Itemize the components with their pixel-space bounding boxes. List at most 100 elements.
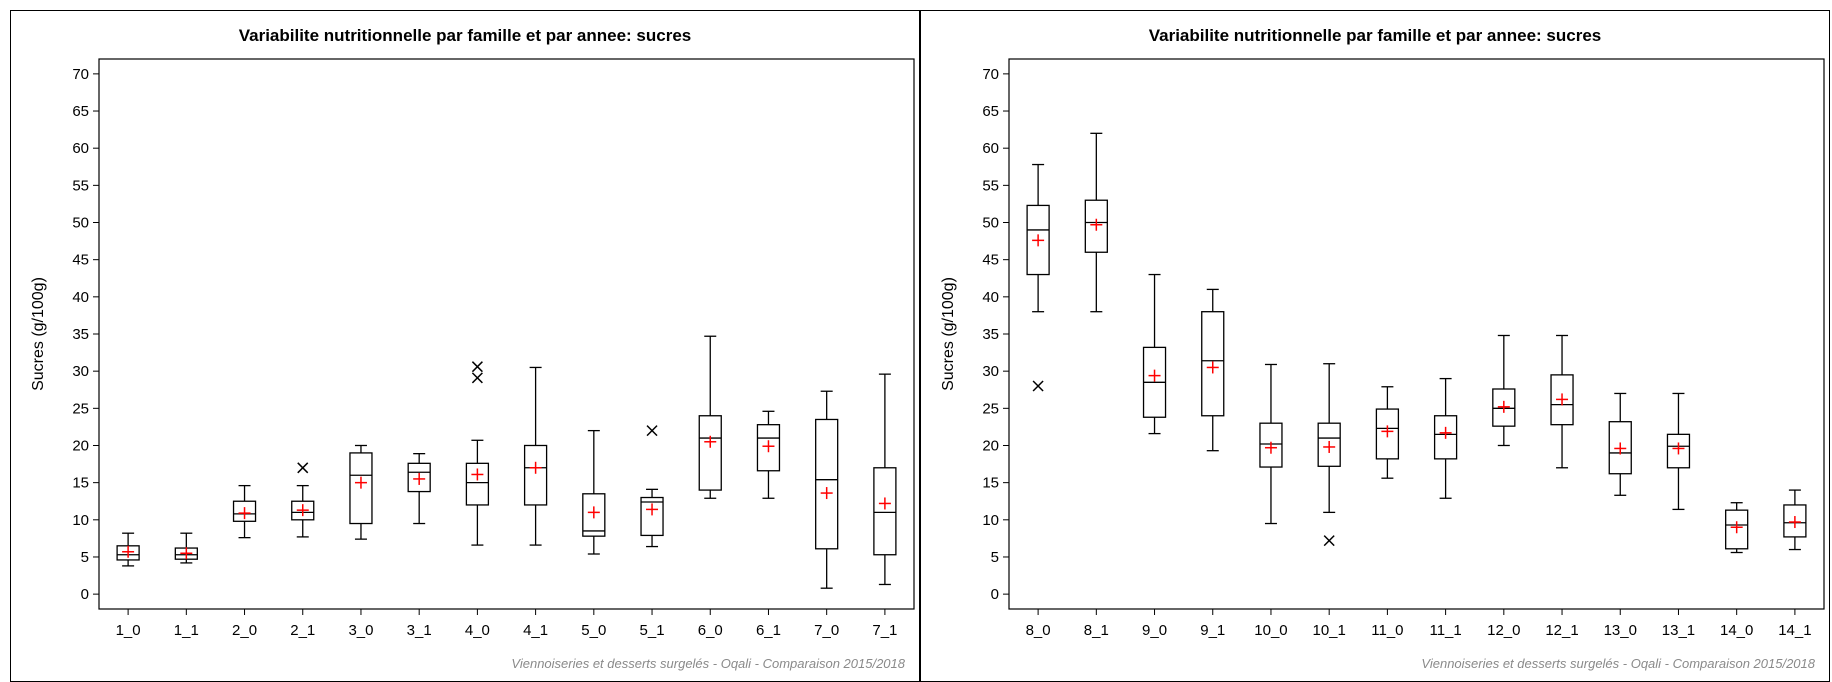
x-tick-label: 1_1: [174, 622, 199, 639]
y-tick-label: 45: [982, 252, 999, 269]
box-iqr: [1666, 433, 1691, 469]
y-tick-label: 45: [72, 252, 89, 269]
x-tick-label: 4_0: [465, 622, 490, 639]
y-tick-label: 60: [982, 140, 999, 157]
box-iqr: [582, 493, 606, 537]
x-tick-label: 11_0: [1371, 622, 1403, 639]
x-tick-label: 8_0: [1026, 622, 1051, 639]
outlier-marker: [1032, 380, 1044, 392]
box-iqr: [756, 424, 781, 472]
y-tick-label: 70: [72, 66, 89, 83]
outlier-marker: [471, 372, 483, 384]
box-iqr: [523, 444, 548, 506]
y-tick-label: 5: [991, 549, 999, 566]
x-tick-label: 9_0: [1142, 622, 1167, 639]
x-tick-label: 7_1: [872, 622, 897, 639]
box-iqr: [1259, 422, 1283, 468]
box-iqr: [1492, 388, 1516, 427]
box-iqr: [640, 496, 664, 537]
box-iqr: [232, 500, 257, 522]
x-tick-label: 6_0: [698, 622, 723, 639]
box-iqr: [1317, 422, 1341, 467]
x-tick-label: 7_0: [814, 622, 839, 639]
chart-title: Variabilite nutritionnelle par famille e…: [238, 26, 692, 45]
footnote: Viennoiseries et desserts surgelés - Oqa…: [511, 656, 905, 671]
x-tick-label: 13_0: [1604, 622, 1637, 639]
box-iqr: [349, 452, 373, 525]
x-tick-label: 12_0: [1487, 622, 1520, 639]
box-iqr: [1433, 415, 1458, 460]
y-tick-label: 10: [72, 512, 89, 529]
x-tick-label: 8_1: [1084, 622, 1109, 639]
outlier-marker: [297, 462, 309, 474]
box-iqr: [1725, 509, 1749, 550]
outlier-marker: [471, 361, 483, 373]
chart-title: Variabilite nutritionnelle par famille e…: [1148, 26, 1602, 45]
x-tick-label: 6_1: [756, 622, 781, 639]
y-tick-label: 65: [72, 103, 89, 120]
y-tick-label: 5: [81, 549, 89, 566]
box-iqr: [1026, 204, 1050, 276]
y-tick-label: 15: [72, 475, 89, 492]
x-tick-label: 3_0: [348, 622, 373, 639]
y-axis-label: Sucres (g/100g): [940, 277, 957, 391]
y-tick-label: 55: [982, 177, 999, 194]
x-tick-label: 3_1: [407, 622, 432, 639]
chart-panel-right: Variabilite nutritionnelle par famille e…: [920, 10, 1830, 682]
box-iqr: [815, 418, 839, 550]
y-tick-label: 40: [72, 289, 89, 306]
y-tick-label: 25: [982, 400, 999, 417]
box-iqr: [291, 500, 315, 521]
y-tick-label: 25: [72, 400, 89, 417]
y-tick-label: 50: [72, 215, 89, 232]
box-iqr: [1084, 199, 1108, 253]
x-tick-label: 13_1: [1662, 622, 1695, 639]
boxplot-chart-right: 0 5 10 15 20 25 30 35 40 45 50 55 60 65 70 Sucres (g/10…: [940, 58, 1825, 639]
x-tick-label: 1_0: [116, 622, 141, 639]
y-tick-label: 50: [982, 215, 999, 232]
box-iqr: [1608, 421, 1632, 475]
y-tick-label: 35: [72, 326, 89, 343]
x-tick-label: 5_1: [640, 622, 665, 639]
y-tick-label: 35: [982, 326, 999, 343]
y-tick-label: 20: [982, 437, 999, 454]
y-tick-label: 30: [72, 363, 89, 380]
box-iqr: [1375, 408, 1400, 460]
x-tick-label: 10_1: [1312, 622, 1345, 639]
x-tick-label: 5_0: [581, 622, 606, 639]
box-iqr: [1783, 504, 1807, 538]
y-tick-label: 60: [72, 140, 89, 157]
y-tick-label: 70: [982, 66, 999, 83]
box-iqr: [465, 462, 490, 506]
box-iqr: [407, 462, 431, 493]
footnote: Viennoiseries et desserts surgelés - Oqa…: [1421, 656, 1815, 671]
y-tick-label: 10: [982, 512, 999, 529]
y-tick-label: 65: [982, 103, 999, 120]
x-tick-label: 9_1: [1200, 622, 1225, 639]
plot-frame: [1008, 58, 1825, 610]
x-tick-label: 11_1: [1429, 622, 1461, 639]
y-tick-label: 0: [991, 586, 999, 603]
outlier-marker: [646, 425, 658, 437]
chart-panel-left: Variabilite nutritionnelle par famille e…: [10, 10, 920, 682]
x-tick-label: 14_0: [1720, 622, 1753, 639]
boxplot-chart-left: 0 5 10 15 20 25 30 35 40 45 50 55 60 65 70 Sucres (g/10…: [30, 58, 915, 639]
outlier-marker: [1323, 535, 1335, 547]
x-tick-label: 10_0: [1254, 622, 1287, 639]
y-tick-label: 15: [982, 475, 999, 492]
box-iqr: [698, 415, 722, 491]
x-tick-label: 14_1: [1778, 622, 1811, 639]
y-tick-label: 0: [81, 586, 89, 603]
box-iqr: [1550, 374, 1574, 426]
x-tick-label: 2_1: [290, 622, 315, 639]
y-tick-label: 40: [982, 289, 999, 306]
x-tick-label: 2_0: [232, 622, 257, 639]
x-tick-label: 12_1: [1545, 622, 1578, 639]
x-tick-label: 4_1: [523, 622, 548, 639]
box-iqr: [1201, 311, 1225, 417]
plot-frame: [98, 58, 915, 610]
y-tick-label: 20: [72, 437, 89, 454]
y-tick-label: 55: [72, 177, 89, 194]
y-tick-label: 30: [982, 363, 999, 380]
box-iqr: [873, 467, 897, 556]
